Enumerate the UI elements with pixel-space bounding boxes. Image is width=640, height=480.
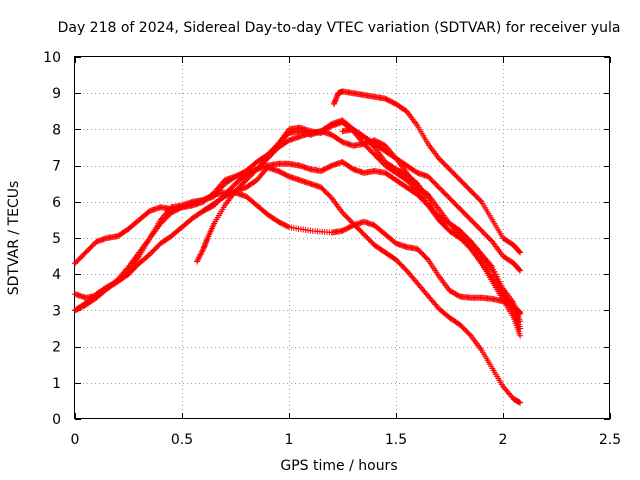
data-point-marker	[516, 266, 523, 273]
data-point-marker	[197, 251, 204, 258]
x-tick-label: 0	[71, 432, 80, 448]
plot-frame	[74, 56, 610, 419]
data-point-marker	[517, 332, 524, 339]
data-point-marker	[194, 257, 201, 264]
x-tick-label: 1.5	[385, 432, 407, 448]
x-tick-label: 2	[499, 432, 508, 448]
x-tick-label: 2.5	[599, 432, 621, 448]
y-tick-label: 2	[52, 340, 61, 356]
data-point-marker	[517, 318, 524, 325]
data-point-marker	[196, 252, 203, 259]
data-point-marker	[423, 255, 430, 262]
x-tick-label: 0.5	[171, 432, 193, 448]
y-tick-label: 9	[52, 86, 61, 102]
y-tick-label: 1	[52, 376, 61, 392]
series-sat-f	[200, 119, 524, 325]
chart-title: Day 218 of 2024, Sidereal Day-to-day VTE…	[58, 20, 621, 36]
series-sat-c	[72, 164, 524, 406]
y-tick-label: 3	[52, 303, 61, 319]
data-point-marker	[198, 250, 205, 257]
grid	[75, 57, 610, 419]
data-point-marker	[477, 197, 484, 204]
data-point-marker	[193, 258, 200, 265]
axis-ticks: 0 0.5 1 1.5 2 2.5 0 1 2 3 4 5 6 7 8 9 10	[43, 50, 621, 448]
data-point-marker	[517, 325, 524, 332]
y-tick-label: 10	[43, 50, 61, 66]
y-tick-label: 8	[52, 122, 61, 138]
series-sat-e	[193, 128, 524, 332]
data-point-marker	[488, 262, 495, 269]
data-series	[72, 88, 524, 406]
x-tick-label: 1	[285, 432, 294, 448]
data-point-marker	[517, 267, 524, 274]
data-point-marker	[196, 254, 203, 261]
series-sat-b	[72, 158, 524, 339]
data-point-marker	[516, 248, 523, 255]
series-sat-g	[330, 88, 524, 256]
x-axis-label: GPS time / hours	[280, 458, 397, 474]
series-sat-h	[339, 126, 524, 274]
y-tick-label: 5	[52, 231, 61, 247]
data-point-marker	[198, 248, 205, 255]
y-tick-label: 7	[52, 159, 61, 175]
y-tick-label: 6	[52, 195, 61, 211]
y-tick-label: 0	[52, 412, 61, 428]
data-point-marker	[284, 223, 291, 230]
data-point-marker	[517, 399, 524, 406]
data-point-marker	[517, 249, 524, 256]
y-tick-label: 4	[52, 267, 61, 283]
data-point-marker	[195, 255, 202, 262]
data-point-marker	[199, 247, 206, 254]
y-axis-label: SDTVAR / TECUs	[6, 181, 22, 296]
